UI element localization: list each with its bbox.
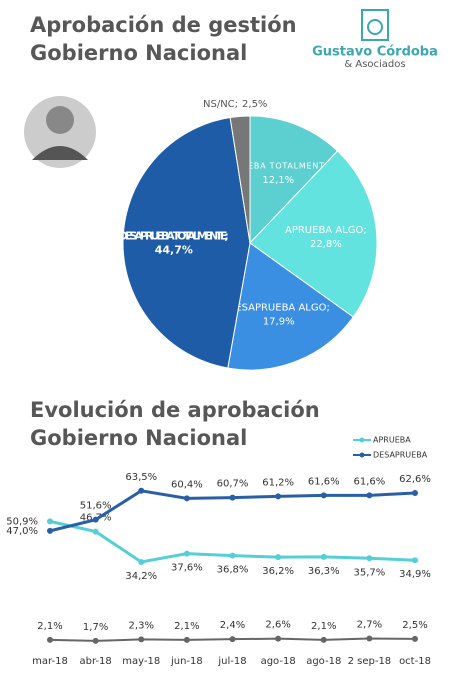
series-point	[320, 636, 327, 643]
series-point	[366, 555, 373, 562]
pie-category-label: APRUEBA TOTALMENTE;	[223, 162, 333, 171]
pie-title-line: Gobierno Nacional	[30, 41, 247, 65]
logo: Gustavo Córdoba & Asociados	[312, 9, 438, 70]
x-tick-label: mar-18	[32, 656, 68, 667]
data-label: 34,2%	[125, 571, 157, 582]
data-label: 36,2%	[262, 566, 294, 577]
data-label: 2,3%	[129, 620, 154, 631]
data-label: 62,6%	[399, 474, 431, 485]
pie-slice	[227, 242, 354, 371]
series-point	[320, 492, 327, 499]
series-point	[92, 516, 99, 523]
data-label: 2,5%	[402, 620, 427, 631]
series-point	[320, 553, 327, 560]
data-label: 61,2%	[262, 477, 294, 488]
pie-slice	[249, 150, 378, 318]
x-tick-label: may-18	[122, 656, 160, 667]
pie-category-label: APRUEBA ALGO;	[285, 225, 367, 236]
legend-dot	[359, 437, 365, 443]
x-tick-label: jul-18	[217, 656, 246, 667]
data-label: 35,7%	[353, 567, 385, 578]
x-tick-label: jun-18	[170, 656, 203, 667]
data-label: 50,9%	[6, 516, 38, 527]
logo-box	[361, 9, 389, 41]
pie-category-label: NS/NC;	[203, 99, 238, 110]
x-tick-label: ago-18	[261, 656, 296, 667]
data-label: 2,4%	[220, 620, 245, 631]
data-label: 34,9%	[399, 569, 431, 580]
data-label: 47,0%	[6, 526, 38, 537]
data-label: 61,6%	[308, 476, 340, 487]
logo-sub: & Asociados	[344, 59, 405, 70]
data-label: 63,5%	[125, 472, 157, 483]
series-point	[275, 493, 282, 500]
data-label: 2,1%	[37, 621, 62, 632]
series-point	[92, 528, 99, 535]
pie-title-line: Aprobación de gestión	[30, 13, 297, 37]
pie-slice	[122, 116, 251, 369]
legend-label: APRUEBA	[373, 436, 411, 445]
logo-name: Gustavo Córdoba	[312, 45, 438, 60]
series-point	[275, 554, 282, 561]
data-label: 2,1%	[174, 621, 199, 632]
series-point	[47, 527, 53, 534]
logo-icon	[367, 19, 383, 35]
series-point	[138, 636, 145, 643]
series-point	[138, 558, 145, 565]
photo-body	[32, 146, 88, 160]
series-point	[183, 550, 190, 557]
data-label: 60,7%	[217, 479, 249, 490]
pie-value-label: 17,9%	[263, 317, 295, 328]
series-point	[47, 518, 53, 525]
pie-value-label: 22,8%	[310, 239, 342, 250]
data-label: 61,6%	[353, 476, 385, 487]
series-point	[412, 489, 418, 496]
data-label: 2,1%	[311, 621, 336, 632]
pie-value-label: 44,7%	[155, 243, 193, 256]
photo	[24, 96, 96, 168]
series-point	[412, 635, 418, 642]
data-label: 37,6%	[171, 563, 203, 574]
pie-value-label: 2,5%	[242, 99, 267, 110]
series-point	[183, 495, 190, 502]
line-title-line: Gobierno Nacional	[30, 426, 247, 450]
data-label: 2,7%	[357, 619, 382, 630]
pie-slice	[229, 115, 251, 244]
legend-dot	[359, 452, 365, 458]
series-point	[275, 635, 282, 642]
pie-slice	[249, 115, 339, 245]
series-point	[229, 636, 236, 643]
series-point	[229, 494, 236, 501]
x-tick-label: 2 sep-18	[348, 656, 392, 667]
series-point	[183, 636, 190, 643]
series-point	[366, 635, 373, 642]
series-point	[47, 636, 53, 643]
x-tick-label: oct-18	[399, 656, 431, 667]
data-label: 2,6%	[265, 620, 290, 631]
data-label: 51,6%	[80, 501, 112, 512]
photo-head	[46, 106, 74, 134]
legend-label: DESAPRUEBA	[373, 451, 428, 460]
pie-category-label: DESAPRUEBA ALGO;	[228, 303, 330, 314]
data-label: 1,7%	[83, 622, 108, 633]
x-tick-label: abr-18	[79, 656, 111, 667]
data-label: 60,4%	[171, 479, 203, 490]
pie-category-label: DESAPRUEBA TOTALMENTE;	[119, 229, 229, 242]
x-tick-label: ago-18	[306, 656, 341, 667]
series-point	[92, 637, 99, 644]
line-title-line: Evolución de aprobación	[30, 398, 320, 422]
series-point	[229, 552, 236, 559]
data-label: 36,8%	[217, 565, 249, 576]
data-label: 36,3%	[308, 566, 340, 577]
pie-value-label: 12,1%	[262, 175, 294, 186]
series-point	[412, 557, 418, 564]
series-point	[366, 492, 373, 499]
series-point	[138, 487, 145, 494]
